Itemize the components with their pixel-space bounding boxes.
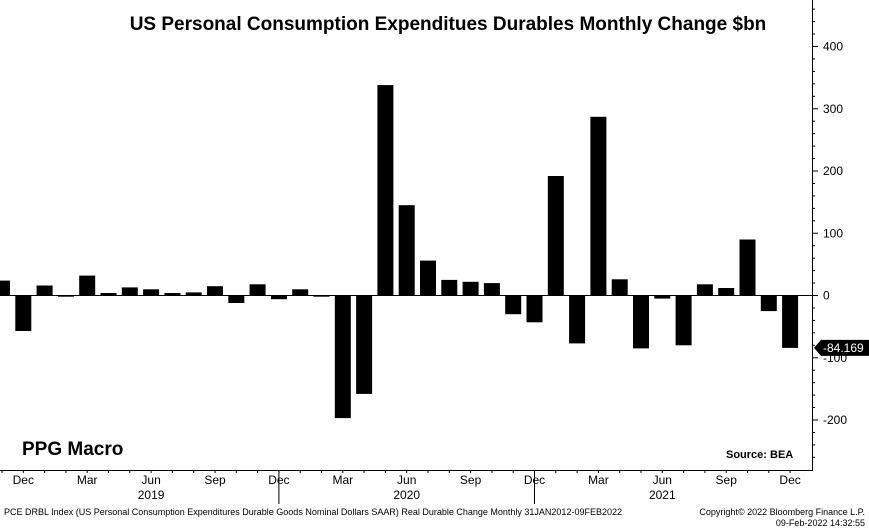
bar: [782, 295, 799, 348]
bar: [569, 295, 586, 344]
bar: [739, 239, 756, 296]
bar: [696, 284, 713, 296]
x-month-label: Jun: [653, 473, 672, 487]
x-year-label: 2019: [138, 488, 165, 502]
bar: [228, 295, 245, 303]
bar: [100, 293, 117, 296]
source-label: Source: BEA: [726, 449, 794, 461]
bar: [36, 285, 53, 296]
bar: [547, 176, 564, 296]
last-value-callout: [814, 339, 869, 356]
y-tick-label: 100: [823, 226, 843, 240]
bar: [633, 295, 649, 349]
bar: [462, 281, 479, 296]
bar: [356, 295, 373, 394]
bar: [0, 280, 10, 296]
bar: [675, 295, 692, 346]
x-month-label: Mar: [332, 473, 353, 487]
bar: [377, 85, 394, 296]
footer-description: PCE DRBL Index (US Personal Consumption …: [4, 507, 622, 517]
y-tick-label: 300: [823, 102, 843, 116]
x-month-label: Sep: [716, 473, 738, 487]
chart-title: US Personal Consumption Expenditues Dura…: [129, 14, 767, 35]
y-tick-label: -200: [823, 413, 847, 427]
bar: [270, 295, 287, 300]
x-month-label: Sep: [460, 473, 482, 487]
bar: [334, 295, 351, 419]
bar: [313, 295, 330, 297]
timestamp-text: 09-Feb-2022 14:32:55: [775, 518, 865, 528]
x-month-label: Jun: [141, 473, 160, 487]
bar: [398, 205, 415, 296]
watermark-label: PPG Macro: [22, 439, 124, 460]
bar: [526, 295, 543, 323]
y-tick-label: 400: [823, 40, 843, 54]
copyright-text: Copyright© 2022 Bloomberg Finance L.P.: [699, 507, 865, 517]
bar: [505, 295, 522, 315]
bar: [654, 295, 671, 299]
bar: [15, 295, 32, 331]
x-month-label: Dec: [13, 473, 34, 487]
x-month-label: Dec: [779, 473, 800, 487]
bar: [611, 279, 628, 296]
bar: [441, 279, 458, 296]
bar: [249, 284, 266, 296]
x-month-label: Sep: [204, 473, 226, 487]
x-year-label: 2021: [649, 488, 676, 502]
bar: [420, 260, 436, 296]
bar: [57, 295, 74, 297]
last-value-label: -84.169: [823, 341, 864, 355]
bar: [207, 286, 223, 296]
bar: [718, 288, 735, 296]
x-year-label: 2020: [393, 488, 420, 502]
bar: [483, 283, 500, 296]
x-month-label: Mar: [77, 473, 98, 487]
bar: [143, 289, 160, 296]
y-tick-label: 200: [823, 164, 843, 178]
y-tick-label: 0: [823, 289, 830, 303]
bar: [590, 116, 607, 296]
bar: [760, 295, 777, 312]
bar: [79, 275, 96, 296]
footer-copyright: Copyright© 2022 Bloomberg Finance L.P. 0…: [699, 507, 865, 529]
bar: [185, 292, 202, 296]
bar: [121, 287, 138, 296]
bar: [164, 293, 181, 296]
bar: [292, 289, 309, 296]
x-month-label: Mar: [588, 473, 609, 487]
x-month-label: Jun: [397, 473, 416, 487]
